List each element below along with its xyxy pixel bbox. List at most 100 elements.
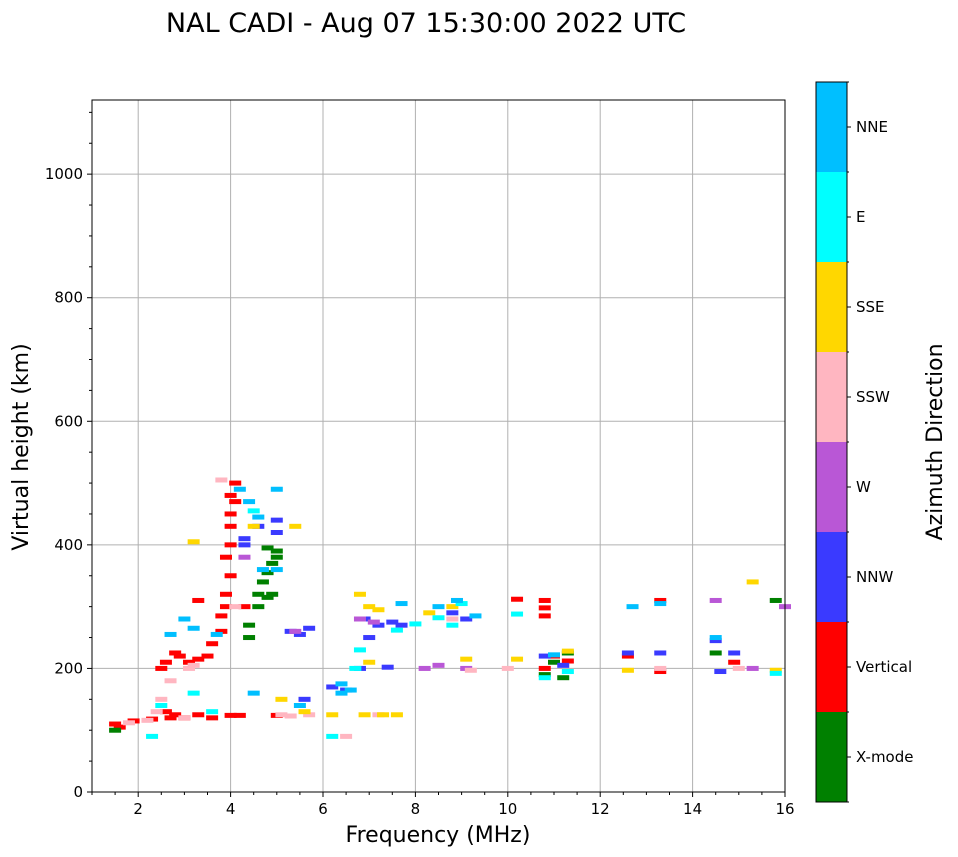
echo-point-ssw: [654, 665, 667, 671]
echo-point-nne: [395, 601, 408, 607]
x-tick-label: 6: [318, 800, 328, 818]
y-tick-label: 1000: [45, 165, 83, 183]
echo-point-vertical: [183, 659, 196, 665]
echo-point-sse: [561, 648, 574, 654]
echo-point-nne: [233, 486, 246, 492]
echo-point-vertical: [219, 591, 232, 597]
echo-point-vertical: [229, 499, 242, 505]
echo-point-vertical: [538, 597, 551, 603]
echo-point-vertical: [219, 554, 232, 560]
echo-point-vertical: [538, 605, 551, 611]
echo-point-vertical: [113, 724, 126, 730]
echo-point-x-mode: [261, 570, 274, 576]
echo-point-sse: [460, 656, 473, 662]
echo-point-vertical: [538, 665, 551, 671]
echo-point-nnw: [298, 696, 311, 702]
echo-point-x-mode: [261, 594, 274, 600]
echo-point-x-mode: [252, 604, 265, 610]
echo-point-ssw: [446, 616, 459, 622]
echo-point-ssw: [732, 665, 745, 671]
echo-point-x-mode: [109, 727, 122, 733]
echo-point-w: [289, 628, 302, 634]
echo-point-vertical: [164, 715, 177, 721]
echo-point-nnw: [460, 616, 473, 622]
echo-point-sse: [358, 712, 371, 718]
echo-point-sse: [372, 607, 385, 613]
echo-point-sse: [363, 659, 376, 665]
echo-point-nne: [293, 703, 306, 708]
echo-point-nne: [164, 631, 177, 637]
echo-point-nne: [178, 616, 191, 622]
echo-point-ssw: [275, 712, 288, 718]
echo-point-vertical: [215, 628, 228, 634]
colorbar: X-mode Vertical NNW W SSW SSE E NNE: [815, 81, 913, 803]
echo-point-vertical: [192, 712, 205, 718]
echo-point-sse: [769, 667, 782, 673]
echo-point-nnw: [621, 650, 634, 656]
colorbar-segment-e: [816, 172, 847, 262]
echo-point-nnw: [728, 650, 741, 656]
echo-point-w: [746, 665, 759, 671]
echo-point-e: [769, 670, 782, 676]
echo-point-vertical: [229, 480, 242, 486]
colorbar-segment-nnw: [816, 532, 847, 622]
echo-point-nnw: [395, 622, 408, 628]
echo-point-nne: [432, 604, 445, 610]
echo-point-nne: [469, 613, 482, 619]
echo-point-e: [247, 508, 260, 514]
echo-point-vertical: [224, 542, 237, 548]
echo-point-sse: [187, 539, 200, 545]
y-tick-label: 200: [54, 659, 83, 677]
echo-point-e: [511, 611, 524, 617]
echo-point-vertical: [155, 665, 168, 671]
echo-point-ssw: [215, 477, 228, 483]
colorbar-tick-label: W: [856, 478, 871, 496]
echo-point-sse: [621, 667, 634, 673]
echo-point-e: [561, 669, 574, 675]
echo-point-x-mode: [266, 591, 279, 597]
echo-point-nnw: [714, 669, 727, 675]
echo-point-nnw: [557, 662, 570, 668]
echo-point-vertical: [224, 523, 237, 529]
echo-point-ssw: [464, 667, 477, 673]
echo-point-vertical: [159, 709, 172, 715]
echo-point-sse: [289, 523, 302, 529]
echo-point-e: [349, 665, 362, 671]
echo-point-vertical: [654, 669, 667, 675]
echo-point-e: [538, 675, 551, 681]
echo-point-e: [353, 647, 366, 653]
echo-point-e: [187, 690, 200, 696]
echo-point-e: [455, 601, 468, 607]
echo-point-sse: [275, 696, 288, 702]
echo-point-sse: [247, 523, 260, 529]
echo-point-nne: [335, 690, 348, 696]
echo-point-nne: [709, 635, 722, 641]
echo-point-vertical: [621, 653, 634, 659]
echo-point-nnw: [303, 625, 316, 631]
echo-point-nnw: [238, 536, 251, 542]
echo-point-vertical: [169, 712, 182, 718]
echo-point-vertical: [169, 650, 182, 656]
x-tick-label: 12: [591, 800, 610, 818]
echo-point-nne: [654, 601, 667, 607]
colorbar-segment-w: [816, 442, 847, 532]
echo-point-w: [238, 554, 251, 560]
echo-point-x-mode: [769, 597, 782, 603]
echo-point-ssw: [229, 604, 242, 610]
echo-point-vertical: [201, 653, 214, 659]
echo-point-nnw: [386, 619, 399, 625]
echo-point-sse: [326, 712, 339, 718]
echo-point-nnw: [293, 631, 306, 637]
echo-point-nne: [256, 567, 269, 573]
echo-point-x-mode: [548, 659, 560, 665]
echo-point-w: [709, 597, 722, 603]
echo-point-x-mode: [557, 675, 570, 681]
colorbar-frame: [815, 81, 848, 803]
echo-point-vertical: [206, 641, 219, 647]
echo-point-x-mode: [243, 635, 256, 641]
echo-point-x-mode: [266, 560, 279, 566]
echo-point-ssw: [284, 713, 297, 719]
echo-point-nnw: [381, 664, 394, 670]
echo-point-vertical: [238, 604, 251, 610]
